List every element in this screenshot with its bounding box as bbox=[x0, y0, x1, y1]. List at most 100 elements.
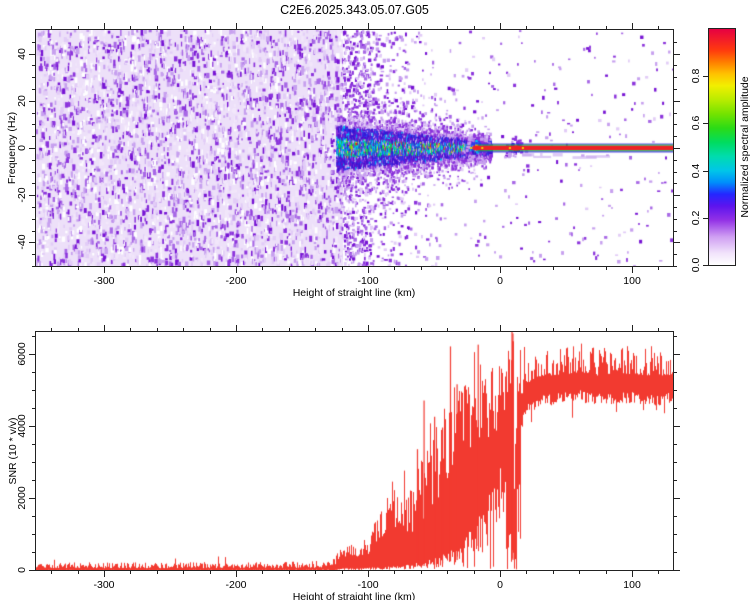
tick-label: -100 bbox=[357, 275, 379, 287]
tick-mark bbox=[674, 371, 677, 373]
tick-label: -200 bbox=[225, 275, 247, 287]
tick-mark bbox=[674, 551, 677, 553]
tick-mark bbox=[32, 515, 35, 517]
tick-mark bbox=[77, 26, 79, 29]
tick-mark bbox=[183, 328, 185, 331]
tick-mark bbox=[32, 533, 35, 535]
tick-mark bbox=[579, 26, 581, 29]
tick-mark bbox=[394, 571, 396, 574]
tick-mark bbox=[368, 325, 370, 331]
tick-mark bbox=[674, 195, 680, 197]
tick-mark bbox=[183, 571, 185, 574]
tick-label: 20 bbox=[16, 94, 28, 107]
tick-mark bbox=[315, 26, 317, 29]
tick-mark bbox=[674, 230, 677, 232]
tick-mark bbox=[29, 497, 35, 499]
tick-mark bbox=[500, 267, 502, 273]
tick-mark bbox=[674, 41, 677, 43]
tick-mark bbox=[674, 136, 677, 138]
tick-mark bbox=[32, 159, 35, 161]
tick-mark bbox=[674, 407, 677, 409]
tick-mark bbox=[209, 26, 211, 29]
tick-label: -100 bbox=[357, 579, 379, 591]
tick-mark bbox=[674, 183, 677, 185]
tick-mark bbox=[262, 26, 264, 29]
tick-label: -300 bbox=[93, 579, 115, 591]
tick-label: 0 bbox=[497, 579, 503, 591]
tick-mark bbox=[674, 159, 677, 161]
tick-mark bbox=[236, 23, 237, 29]
tick-mark bbox=[103, 267, 105, 273]
tick-mark bbox=[674, 65, 677, 67]
tick-mark bbox=[500, 325, 502, 331]
tick-mark bbox=[526, 26, 528, 29]
tick-mark bbox=[29, 353, 35, 355]
tick-mark bbox=[674, 148, 680, 149]
tick-label: -20 bbox=[16, 187, 28, 203]
tick-mark bbox=[29, 242, 35, 244]
tick-mark bbox=[262, 571, 264, 574]
tick-mark bbox=[32, 371, 35, 373]
tick-mark bbox=[32, 65, 35, 67]
tick-mark bbox=[32, 124, 35, 126]
tick-mark bbox=[473, 26, 475, 29]
tick-mark bbox=[368, 267, 370, 273]
tick-mark bbox=[447, 267, 449, 270]
tick-mark bbox=[674, 479, 677, 481]
tick-mark bbox=[674, 389, 677, 391]
tick-mark bbox=[315, 328, 317, 331]
tick-mark bbox=[394, 26, 396, 29]
tick-mark bbox=[130, 328, 132, 331]
tick-mark bbox=[674, 515, 677, 517]
colorbar-tick-label: 0.4 bbox=[690, 163, 702, 178]
tick-mark bbox=[632, 267, 634, 273]
colorbar: 0.0 0.2 0.4 0.6 0.8 bbox=[690, 28, 736, 272]
tick-mark bbox=[288, 571, 290, 574]
tick-mark bbox=[420, 267, 422, 270]
spectrogram-x-axis-label: Height of straight line (km) bbox=[292, 287, 416, 299]
tick-mark bbox=[32, 171, 35, 173]
tick-mark bbox=[658, 328, 660, 331]
tick-mark bbox=[236, 267, 237, 273]
colorbar-tick-label: 0.6 bbox=[690, 116, 702, 131]
tick-mark bbox=[552, 267, 554, 270]
tick-mark bbox=[658, 571, 660, 574]
tick-mark bbox=[674, 77, 677, 79]
tick-mark bbox=[341, 267, 343, 270]
tick-mark bbox=[473, 267, 475, 270]
colorbar-tick bbox=[703, 217, 708, 219]
tick-mark bbox=[341, 328, 343, 331]
tick-mark bbox=[103, 325, 105, 331]
tick-mark bbox=[500, 571, 502, 577]
tick-label: 6000 bbox=[16, 341, 28, 366]
tick-label: 100 bbox=[623, 275, 641, 287]
colorbar-tick-label: 0.0 bbox=[690, 257, 702, 273]
tick-mark bbox=[368, 571, 370, 577]
tick-mark bbox=[341, 26, 343, 29]
tick-mark bbox=[447, 328, 449, 331]
tick-mark bbox=[674, 570, 680, 571]
tick-mark bbox=[32, 89, 35, 90]
tick-mark bbox=[674, 533, 677, 535]
tick-mark bbox=[32, 443, 35, 445]
tick-mark bbox=[51, 26, 53, 29]
tick-mark bbox=[156, 571, 158, 574]
tick-mark bbox=[32, 136, 35, 138]
snr-panel: -300 -200 -100 0 100 0 2000 4000 6000 bbox=[16, 325, 680, 591]
tick-mark bbox=[32, 407, 35, 409]
tick-mark bbox=[209, 328, 211, 331]
tick-mark bbox=[262, 328, 264, 331]
tick-mark bbox=[368, 23, 370, 29]
tick-mark bbox=[288, 328, 290, 331]
tick-mark bbox=[156, 267, 158, 270]
tick-mark bbox=[32, 183, 35, 185]
tick-label: -40 bbox=[16, 234, 28, 250]
tick-mark bbox=[32, 479, 35, 481]
tick-mark bbox=[209, 571, 211, 574]
tick-label: 40 bbox=[16, 47, 28, 60]
tick-mark bbox=[130, 571, 132, 574]
tick-mark bbox=[632, 571, 634, 577]
tick-label: -300 bbox=[93, 275, 115, 287]
tick-mark bbox=[32, 254, 35, 256]
